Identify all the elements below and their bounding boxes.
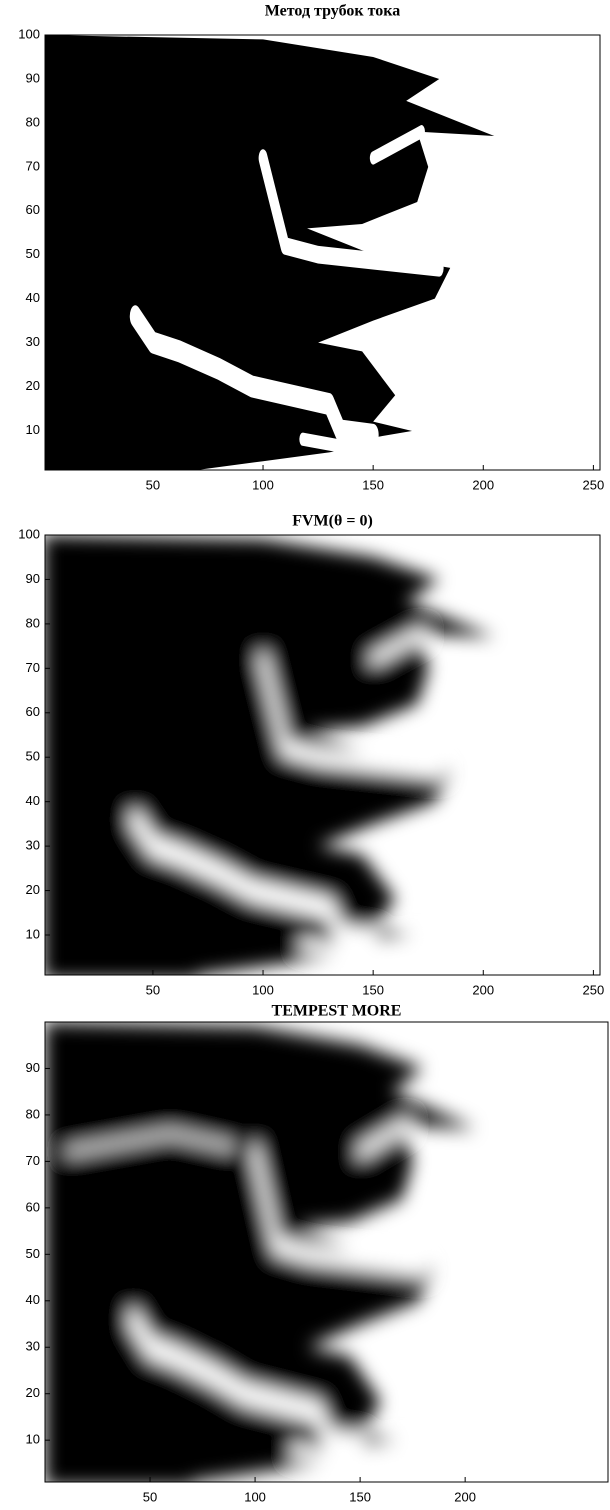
y-tick-label: 50 — [26, 246, 40, 261]
y-tick-label: 20 — [26, 1385, 40, 1400]
x-tick-label: 250 — [583, 982, 605, 997]
chart-title: Метод трубок тока — [265, 3, 400, 20]
x-tick-label: 250 — [583, 477, 605, 492]
y-tick-label: 50 — [26, 1246, 40, 1261]
x-tick-label: 100 — [252, 982, 274, 997]
y-tick-label: 90 — [26, 571, 40, 586]
y-tick-label: 70 — [26, 158, 40, 173]
y-tick-label: 10 — [26, 422, 40, 437]
y-tick-label: 90 — [26, 70, 40, 85]
y-tick-label: 30 — [26, 838, 40, 853]
y-tick-label: 70 — [26, 1153, 40, 1168]
y-tick-label: 100 — [18, 526, 40, 541]
x-tick-label: 200 — [454, 1489, 476, 1504]
y-tick-label: 80 — [26, 114, 40, 129]
x-tick-label: 100 — [252, 477, 274, 492]
y-tick-label: 30 — [26, 334, 40, 349]
y-tick-label: 10 — [26, 1432, 40, 1447]
image-field — [43, 35, 494, 474]
y-tick-label: 40 — [26, 1292, 40, 1307]
y-tick-label: 60 — [26, 1199, 40, 1214]
plot-frame — [44, 34, 601, 471]
plot-frame — [44, 534, 601, 976]
y-tick-label: 90 — [26, 1060, 40, 1075]
x-tick-label: 50 — [146, 982, 160, 997]
y-tick-label: 40 — [26, 290, 40, 305]
y-tick-label: 60 — [26, 704, 40, 719]
y-tick-label: 100 — [18, 26, 40, 41]
x-tick-label: 150 — [362, 982, 384, 997]
x-tick-label: 200 — [472, 477, 494, 492]
y-tick-label: 60 — [26, 202, 40, 217]
x-tick-label: 50 — [146, 477, 160, 492]
plot-frame — [44, 1021, 609, 1483]
x-tick-label: 50 — [143, 1489, 157, 1504]
y-tick-label: 30 — [26, 1339, 40, 1354]
x-tick-label: 150 — [362, 477, 384, 492]
image-field — [43, 535, 494, 979]
x-tick-label: 150 — [349, 1489, 371, 1504]
image-field — [45, 1022, 476, 1487]
y-tick-label: 80 — [26, 1106, 40, 1121]
y-tick-label: 50 — [26, 749, 40, 764]
chart-title: FVM(θ = 0) — [292, 513, 373, 530]
y-tick-label: 10 — [26, 926, 40, 941]
x-tick-label: 100 — [244, 1489, 266, 1504]
x-tick-label: 200 — [472, 982, 494, 997]
chart-title: TEMPEST MORE — [272, 1003, 402, 1020]
y-tick-label: 80 — [26, 615, 40, 630]
y-tick-label: 40 — [26, 793, 40, 808]
y-tick-label: 20 — [26, 882, 40, 897]
y-tick-label: 20 — [26, 378, 40, 393]
y-tick-label: 70 — [26, 660, 40, 675]
